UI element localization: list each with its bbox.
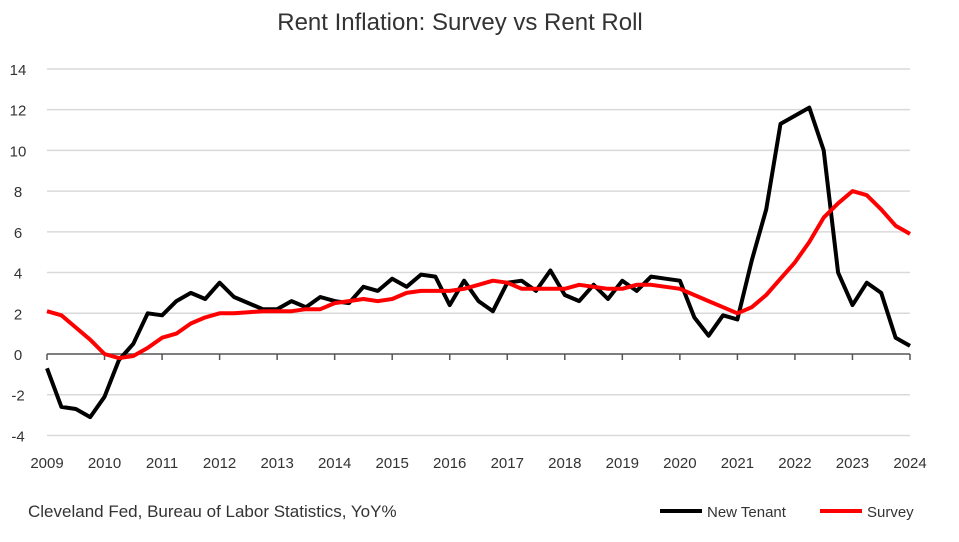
x-tick-label: 2011 <box>146 455 178 472</box>
y-tick-label: -2 <box>11 388 24 405</box>
legend-label-survey: Survey <box>867 504 914 521</box>
legend-label-new-tenant: New Tenant <box>707 504 787 521</box>
y-tick-label: 2 <box>14 306 22 323</box>
series-line-survey <box>46 189 911 361</box>
x-tick-label: 2019 <box>606 455 639 472</box>
x-tick-label: 2018 <box>548 455 581 472</box>
y-tick-label: 8 <box>14 184 22 201</box>
x-tick-label: 2024 <box>893 455 926 472</box>
series-line-new-tenant <box>45 105 911 420</box>
x-tick-label: 2015 <box>376 455 409 472</box>
y-tick-label: 14 <box>10 62 27 79</box>
x-tick-label: 2012 <box>203 455 236 472</box>
x-tick-label: 2016 <box>433 455 466 472</box>
y-tick-label: 6 <box>14 225 22 242</box>
source-note: Cleveland Fed, Bureau of Labor Statistic… <box>28 502 397 521</box>
x-tick-label: 2020 <box>663 455 696 472</box>
x-tick-label: 2021 <box>721 455 754 472</box>
chart-title: Rent Inflation: Survey vs Rent Roll <box>277 9 643 36</box>
x-tick-label: 2023 <box>836 455 869 472</box>
legend: New Tenant Survey <box>660 504 914 521</box>
x-tick-label: 2010 <box>88 455 121 472</box>
x-tick-label: 2014 <box>318 455 351 472</box>
x-tick-label: 2017 <box>491 455 524 472</box>
y-tick-label: 4 <box>14 266 22 283</box>
y-tick-label: 0 <box>14 347 22 364</box>
y-tick-label: 10 <box>10 143 27 160</box>
y-tick-label: -4 <box>11 428 24 445</box>
x-tick-label: 2013 <box>260 455 293 472</box>
x-tick-label: 2009 <box>30 455 63 472</box>
x-tick-label: 2022 <box>778 455 811 472</box>
y-tick-label: 12 <box>10 103 27 120</box>
